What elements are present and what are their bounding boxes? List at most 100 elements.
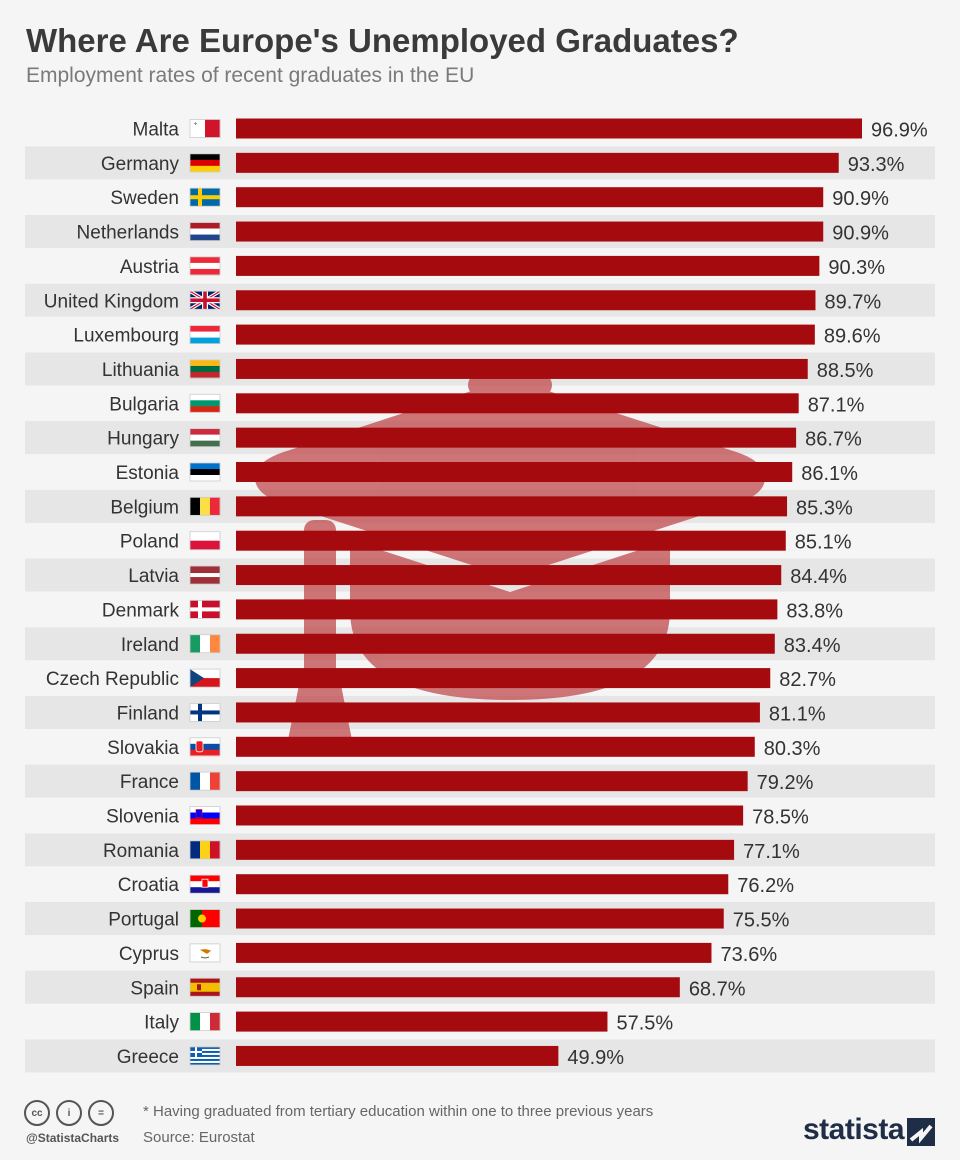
bar-belgium[interactable] bbox=[236, 496, 788, 517]
country-label: Bulgaria bbox=[109, 394, 179, 415]
value-label: 68.7% bbox=[689, 978, 746, 1000]
value-label: 93.3% bbox=[848, 154, 905, 176]
bar-malta[interactable] bbox=[236, 118, 862, 139]
statista-brand[interactable]: statista bbox=[803, 1113, 905, 1146]
country-label: Czech Republic bbox=[46, 669, 179, 690]
value-label: 49.9% bbox=[567, 1047, 624, 1069]
bar-france[interactable] bbox=[236, 771, 748, 792]
bar-united-kingdom[interactable] bbox=[236, 290, 816, 311]
page-title: Where Are Europe's Unemployed Graduates? bbox=[26, 22, 739, 59]
source-label[interactable]: Source: Eurostat bbox=[143, 1129, 255, 1146]
bar-finland[interactable] bbox=[236, 702, 760, 723]
license-icons: cc i = bbox=[24, 1100, 114, 1126]
country-label: Slovakia bbox=[107, 738, 179, 759]
austria-flag-icon bbox=[189, 256, 221, 276]
bar-hungary[interactable] bbox=[236, 427, 797, 448]
country-label: Belgium bbox=[110, 497, 179, 518]
bar-ireland[interactable] bbox=[236, 633, 775, 654]
attribution-icon[interactable]: i bbox=[56, 1100, 82, 1126]
bar-cyprus[interactable] bbox=[236, 942, 712, 963]
value-labels: 96.9% 93.3% 90.9% 90.9% 90.3% 89.7% 89.6% 88.5%… bbox=[567, 120, 928, 1069]
value-label: 86.1% bbox=[801, 463, 858, 485]
country-label: Ireland bbox=[121, 635, 179, 656]
country-label: Hungary bbox=[107, 429, 179, 450]
bar-spain[interactable] bbox=[236, 977, 680, 998]
value-label: 88.5% bbox=[817, 360, 874, 382]
country-label: Lithuania bbox=[102, 360, 180, 381]
bar-sweden[interactable] bbox=[236, 187, 824, 208]
value-label: 89.6% bbox=[824, 326, 881, 348]
value-label: 89.7% bbox=[824, 291, 881, 313]
value-label: 75.5% bbox=[733, 910, 790, 932]
sweden-flag-icon bbox=[189, 187, 221, 207]
bar-poland[interactable] bbox=[236, 530, 786, 551]
value-label: 81.1% bbox=[769, 703, 826, 725]
czech-republic-flag-icon bbox=[189, 668, 221, 688]
country-label: Portugal bbox=[108, 910, 179, 931]
bar-netherlands[interactable] bbox=[236, 221, 824, 242]
country-label: Latvia bbox=[128, 566, 179, 587]
bar-slovenia[interactable] bbox=[236, 805, 744, 826]
bar-greece[interactable] bbox=[236, 1045, 559, 1066]
country-label: Luxembourg bbox=[73, 326, 179, 347]
country-label: Netherlands bbox=[77, 223, 179, 244]
bar-czech-republic[interactable] bbox=[236, 668, 771, 689]
france-flag-icon bbox=[189, 771, 221, 791]
country-label: Denmark bbox=[102, 600, 180, 621]
bar-portugal[interactable] bbox=[236, 908, 724, 929]
cc-icon[interactable]: cc bbox=[24, 1100, 50, 1126]
bar-lithuania[interactable] bbox=[236, 358, 808, 379]
poland-flag-icon bbox=[189, 531, 221, 551]
value-label: 96.9% bbox=[871, 120, 928, 142]
luxembourg-flag-icon bbox=[189, 325, 221, 345]
denmark-flag-icon bbox=[189, 600, 221, 619]
bar-romania[interactable] bbox=[236, 839, 735, 860]
malta-flag-icon bbox=[189, 119, 221, 138]
country-label: Estonia bbox=[116, 463, 180, 484]
belgium-flag-icon bbox=[189, 496, 221, 516]
bar-austria[interactable] bbox=[236, 255, 820, 276]
romania-flag-icon bbox=[189, 840, 221, 860]
value-label: 84.4% bbox=[790, 566, 847, 588]
value-label: 83.4% bbox=[784, 635, 841, 657]
country-label: Malta bbox=[133, 120, 180, 141]
country-label: Finland bbox=[117, 703, 179, 724]
greece-flag-icon bbox=[189, 1046, 221, 1066]
bar-italy[interactable] bbox=[236, 1011, 608, 1032]
latvia-flag-icon bbox=[189, 565, 221, 585]
value-label: 87.1% bbox=[808, 394, 865, 416]
bulgaria-flag-icon bbox=[189, 393, 221, 413]
statista-logo-icon[interactable] bbox=[907, 1118, 935, 1146]
cyprus-flag-icon bbox=[189, 943, 221, 963]
value-label: 80.3% bbox=[764, 738, 821, 760]
italy-flag-icon bbox=[189, 1012, 221, 1031]
united-kingdom-flag-icon bbox=[189, 289, 221, 311]
country-label: Croatia bbox=[118, 875, 180, 896]
spain-flag-icon bbox=[189, 977, 221, 997]
ireland-flag-icon bbox=[189, 634, 221, 654]
no-derivatives-icon[interactable]: = bbox=[88, 1100, 114, 1126]
country-label: Slovenia bbox=[106, 807, 179, 828]
country-label: Poland bbox=[120, 532, 179, 553]
value-label: 90.3% bbox=[828, 257, 885, 279]
footnote: * Having graduated from tertiary educati… bbox=[143, 1103, 654, 1120]
bar-latvia[interactable] bbox=[236, 565, 782, 586]
value-label: 76.2% bbox=[737, 875, 794, 897]
bar-bulgaria[interactable] bbox=[236, 393, 799, 414]
value-label: 85.3% bbox=[796, 497, 853, 519]
twitter-handle[interactable]: @StatistaCharts bbox=[26, 1131, 120, 1145]
slovenia-flag-icon bbox=[189, 806, 221, 825]
bar-denmark[interactable] bbox=[236, 599, 778, 620]
hungary-flag-icon bbox=[189, 428, 221, 448]
country-label: Sweden bbox=[110, 188, 179, 209]
value-label: 85.1% bbox=[795, 532, 852, 554]
bar-estonia[interactable] bbox=[236, 462, 793, 482]
lithuania-flag-icon bbox=[189, 359, 221, 379]
bar-slovakia[interactable] bbox=[236, 736, 755, 757]
finland-flag-icon bbox=[189, 703, 221, 722]
bar-germany[interactable] bbox=[236, 152, 839, 173]
bar-croatia[interactable] bbox=[236, 874, 729, 895]
country-label: Austria bbox=[120, 257, 180, 278]
value-label: 73.6% bbox=[720, 944, 777, 966]
bar-luxembourg[interactable] bbox=[236, 324, 815, 345]
